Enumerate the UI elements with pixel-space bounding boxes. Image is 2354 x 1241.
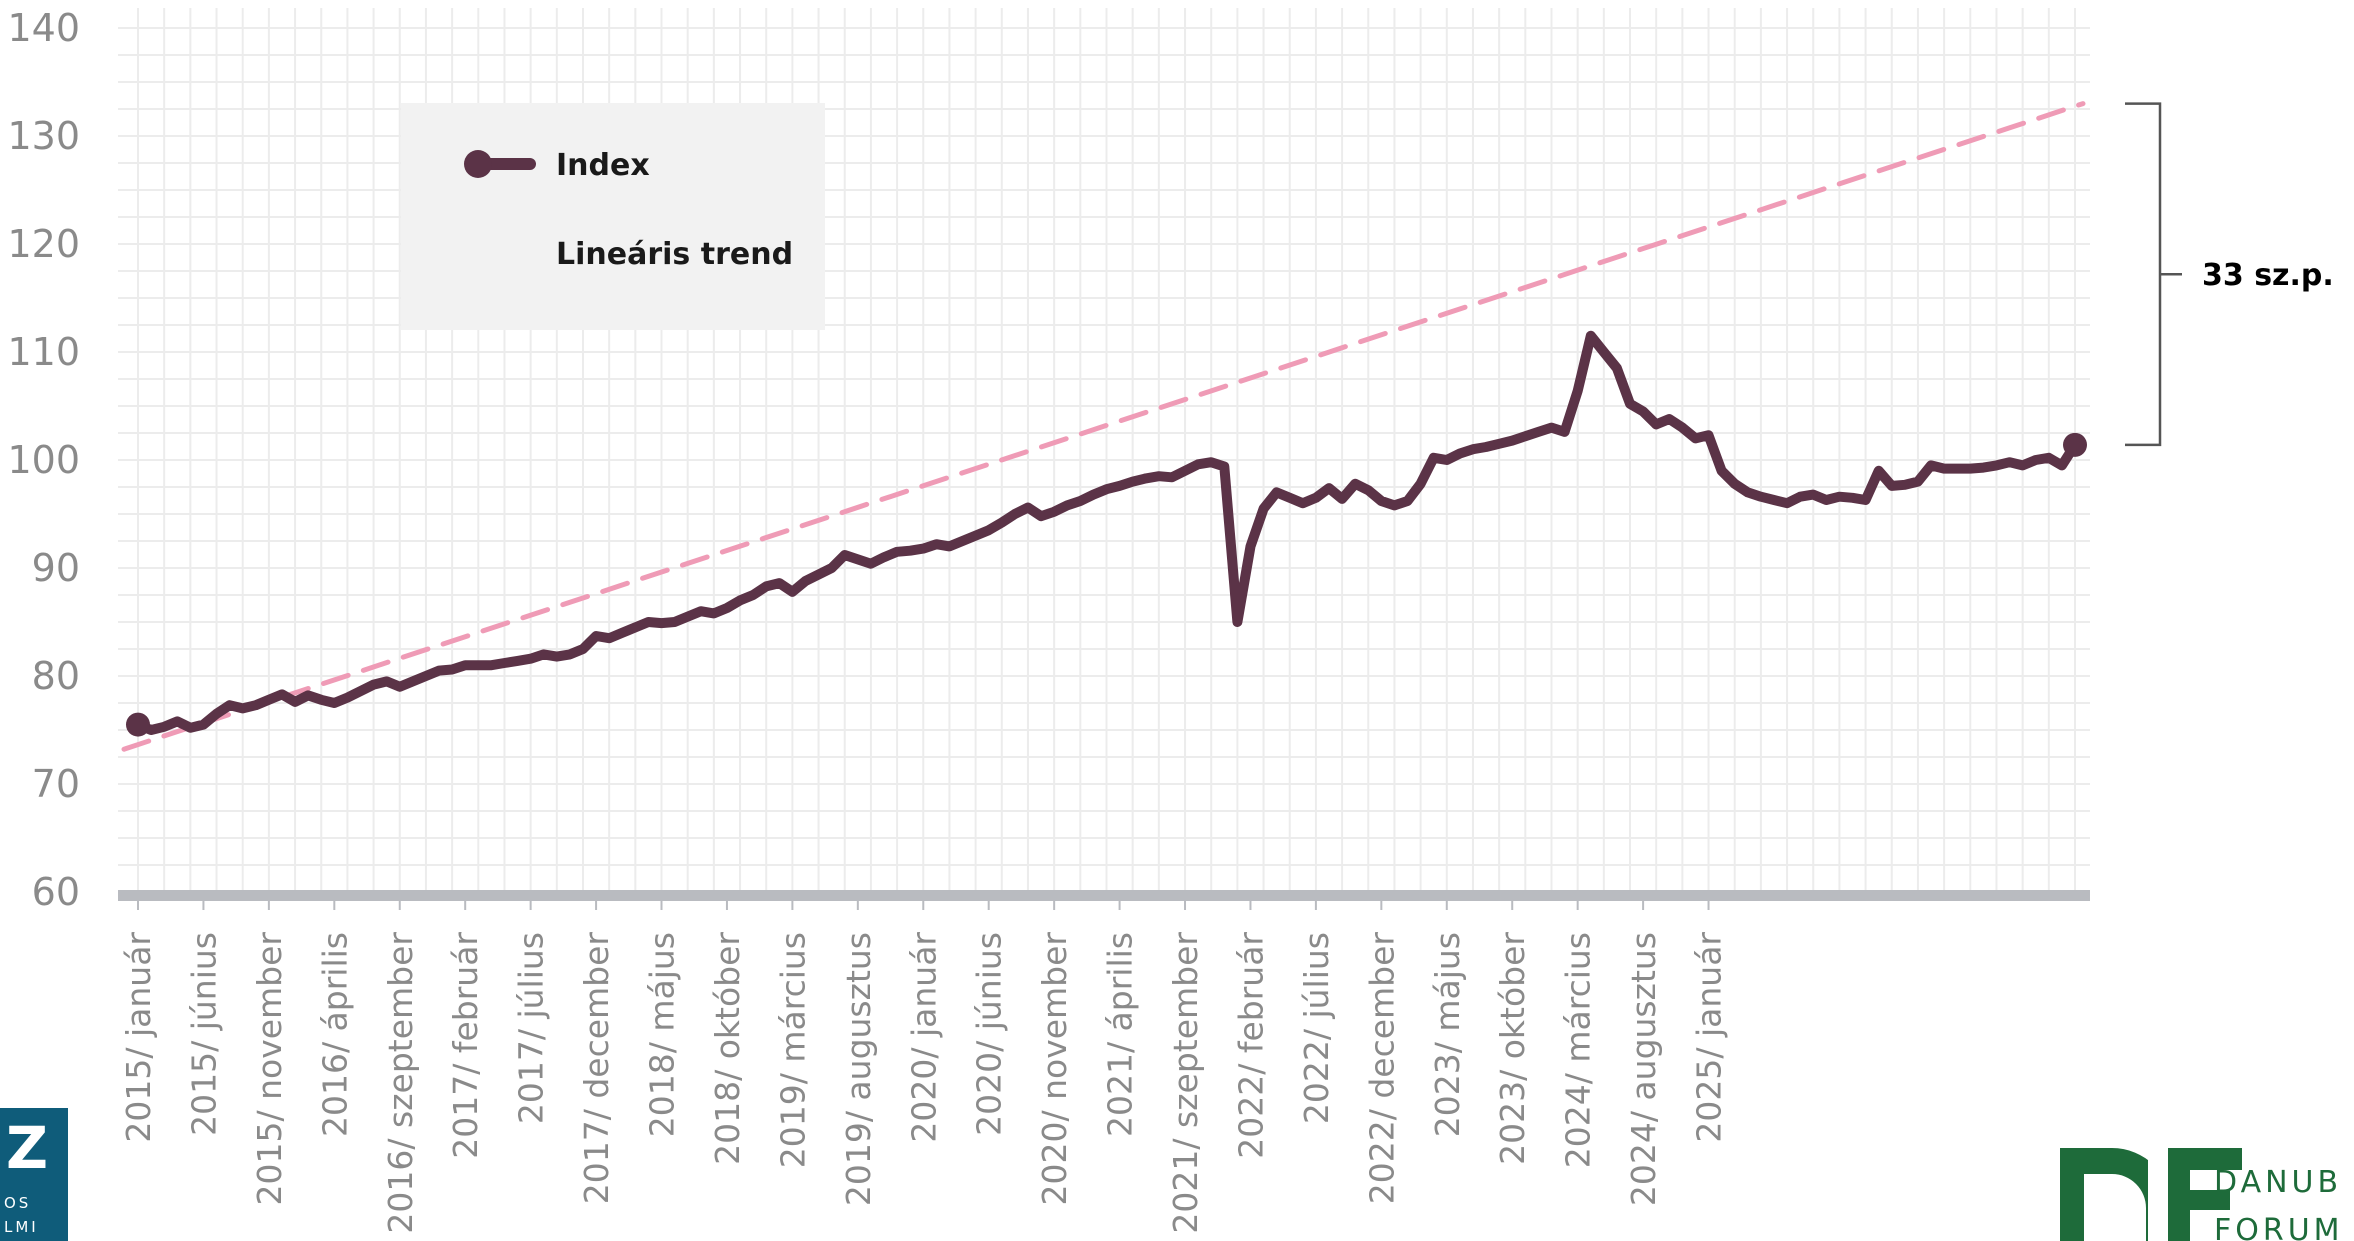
x-tick-label: 2019/ március	[773, 932, 812, 1168]
left-logo-letter: Z	[6, 1114, 48, 1182]
x-tick-label: 2016/ szeptember	[381, 932, 420, 1234]
x-tick-label: 2022/ december	[1362, 932, 1401, 1205]
right-logo-line-1: DANUB	[2214, 1165, 2342, 1200]
gap-annotation: 33 sz.p.	[2125, 102, 2334, 447]
x-tick-label: 2019/ augusztus	[839, 932, 878, 1206]
grid	[118, 8, 2090, 893]
trend-line	[121, 101, 2086, 752]
y-tick-label: 70	[32, 762, 80, 806]
trend-series	[121, 101, 2086, 752]
x-tick-label: 2022/ február	[1231, 932, 1270, 1159]
x-tick-label: 2015/ november	[250, 932, 289, 1206]
left-logo-line-1: OS	[4, 1194, 31, 1212]
x-tick-label: 2020/ június	[970, 932, 1009, 1136]
x-tick-label: 2025/ január	[1690, 932, 1729, 1143]
index-series	[126, 330, 2087, 737]
y-tick-label: 80	[32, 654, 80, 698]
y-axis: 60 70 80 90 100 110 120 130 140	[7, 6, 80, 914]
y-tick-label: 140	[7, 6, 80, 50]
x-tick-label: 2020/ január	[904, 932, 943, 1143]
x-tick-label: 2017/ február	[446, 932, 485, 1159]
left-logo: Z OS LMI	[0, 1108, 68, 1241]
right-logo-line-2: FORUM	[2214, 1213, 2344, 1241]
left-logo-block	[0, 1108, 68, 1241]
legend-index-swatch-marker	[464, 150, 492, 178]
y-tick-label: 60	[32, 870, 80, 914]
x-tick-label: 2022/ július	[1297, 932, 1336, 1124]
x-tick-label: 2024/ augusztus	[1624, 932, 1663, 1206]
legend-box	[401, 103, 825, 330]
y-tick-label: 110	[7, 330, 80, 374]
x-tick-label: 2016/ április	[315, 932, 354, 1137]
x-tick-label: 2018/ május	[643, 932, 682, 1137]
x-tick-label: 2023/ október	[1493, 932, 1532, 1165]
x-tick-label: 2020/ november	[1035, 932, 1074, 1206]
right-logo: DANUB FORUM	[2060, 1148, 2344, 1241]
x-tick-label: 2021/ szeptember	[1166, 932, 1205, 1234]
y-tick-label: 130	[7, 114, 80, 158]
x-tick-label: 2023/ május	[1428, 932, 1467, 1137]
x-tick-label: 2015/ június	[184, 932, 223, 1136]
left-logo-line-2: LMI	[4, 1218, 39, 1236]
legend-index-label: Index	[556, 148, 650, 183]
y-tick-label: 90	[32, 546, 80, 590]
index-endpoint-marker	[126, 712, 150, 737]
gap-bracket	[2125, 102, 2162, 447]
legend: Index Lineáris trend	[401, 103, 825, 330]
x-tick-label: 2021/ április	[1101, 932, 1140, 1137]
x-tick-label: 2015/ január	[119, 932, 158, 1143]
gap-label: 33 sz.p.	[2202, 258, 2334, 293]
x-axis-baseline	[118, 890, 2090, 901]
index-endpoint-marker	[2063, 432, 2087, 457]
x-tick-label: 2017/ december	[577, 932, 616, 1205]
x-tick-label: 2017/ július	[512, 932, 551, 1124]
legend-trend-label: Lineáris trend	[556, 237, 793, 272]
x-axis: 2015/ január 2015/ június 2015/ november 20…	[119, 900, 1729, 1234]
x-tick-label: 2018/ október	[708, 932, 747, 1165]
right-logo-mark	[2060, 1148, 2242, 1241]
y-tick-label: 100	[7, 438, 80, 482]
y-tick-label: 120	[7, 222, 80, 266]
x-tick-label: 2024/ március	[1559, 932, 1598, 1168]
